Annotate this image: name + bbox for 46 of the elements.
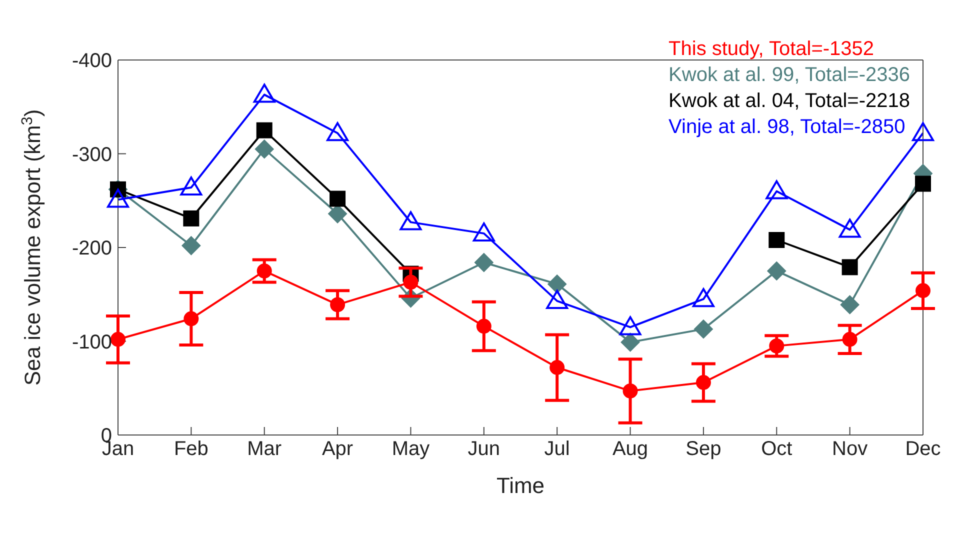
point bbox=[107, 188, 129, 208]
point bbox=[548, 274, 567, 294]
point bbox=[840, 295, 860, 314]
point bbox=[620, 332, 640, 352]
point bbox=[912, 122, 934, 142]
x-tick-label: Sep bbox=[686, 438, 722, 460]
x-tick-label: May bbox=[392, 438, 430, 460]
y-tick-label: -100 bbox=[72, 331, 112, 354]
x-tick-label: Oct bbox=[761, 438, 793, 460]
point bbox=[694, 320, 713, 339]
point bbox=[256, 122, 272, 138]
point bbox=[326, 122, 349, 142]
y-tick-label: -200 bbox=[72, 238, 112, 260]
x-tick-label: Dec bbox=[905, 438, 941, 460]
point bbox=[619, 316, 642, 336]
text: Kwok at al. 04, Total=-2218 bbox=[668, 89, 910, 114]
point bbox=[182, 236, 201, 256]
point bbox=[838, 218, 861, 238]
x-tick-label: Nov bbox=[832, 438, 868, 460]
point bbox=[400, 211, 422, 230]
point bbox=[767, 261, 786, 280]
x-tick-label: Apr bbox=[322, 438, 354, 460]
point bbox=[254, 140, 274, 159]
x-tick-label: Mar bbox=[247, 438, 282, 460]
x-tick-label: Feb bbox=[174, 438, 208, 460]
point bbox=[180, 176, 202, 196]
point bbox=[183, 210, 200, 226]
point bbox=[546, 290, 568, 309]
point bbox=[253, 84, 276, 103]
point bbox=[768, 232, 785, 248]
x-tick-label: Aug bbox=[612, 438, 648, 460]
y-tick-label: -300 bbox=[72, 144, 112, 166]
point bbox=[915, 176, 931, 192]
text: This study, Total=-1352 bbox=[668, 37, 876, 62]
point bbox=[472, 222, 495, 242]
x-tick-label: Jul bbox=[544, 438, 570, 460]
point bbox=[692, 288, 714, 308]
point bbox=[766, 180, 788, 200]
point bbox=[330, 190, 346, 207]
series-label: Vinje at al. 98, Total=-2850 bbox=[668, 115, 906, 140]
x-tick-label: Jun bbox=[468, 438, 500, 460]
point bbox=[842, 259, 858, 276]
text: Kwok at al. 99, Total=-2336 bbox=[668, 63, 910, 88]
x-axis-title: Time bbox=[496, 473, 545, 498]
point bbox=[474, 253, 494, 272]
y-tick-label: -400 bbox=[72, 50, 112, 72]
